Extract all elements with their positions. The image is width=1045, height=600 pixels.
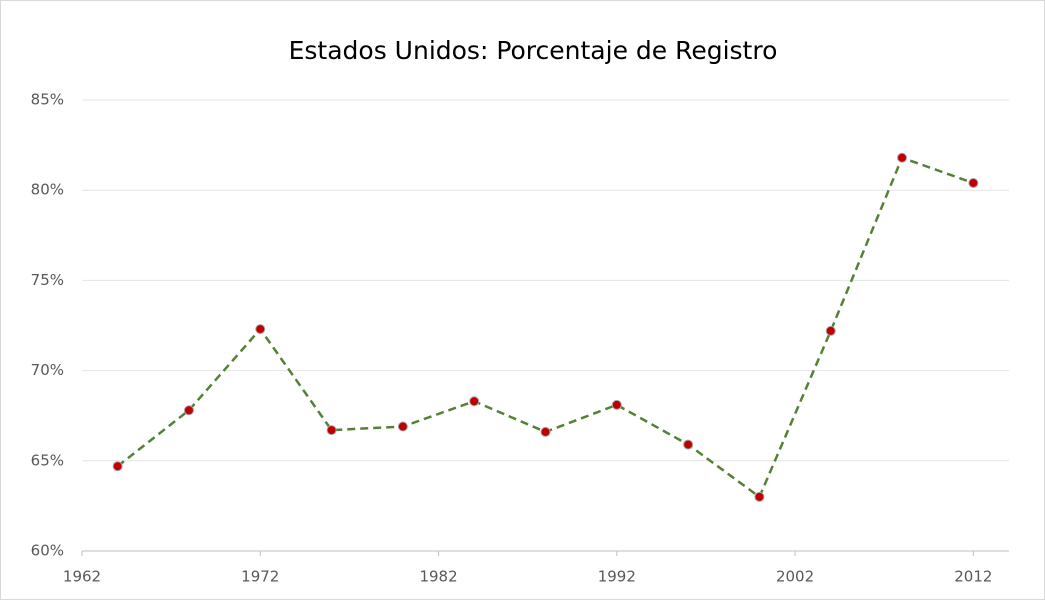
x-tick-label: 1982 — [419, 568, 457, 586]
point-marker — [968, 177, 979, 188]
y-tick-label: 65% — [31, 451, 64, 469]
point-marker — [754, 491, 765, 502]
point-marker — [397, 421, 408, 432]
x-tick-label: 1972 — [241, 568, 279, 586]
chart-title: Estados Unidos: Porcentaje de Registro — [289, 36, 778, 65]
x-tick-label: 2012 — [954, 568, 992, 586]
y-tick-label: 85% — [31, 91, 64, 109]
y-tick-label: 75% — [31, 271, 64, 289]
point-marker — [897, 152, 908, 163]
point-marker — [683, 439, 694, 450]
point-marker — [825, 325, 836, 336]
x-tick-label: 2002 — [776, 568, 814, 586]
y-tick-label: 60% — [31, 542, 64, 560]
x-tick-label: 1962 — [63, 568, 101, 586]
x-tick-label: 1992 — [598, 568, 636, 586]
point-marker — [183, 405, 194, 416]
point-marker — [326, 425, 337, 436]
point-marker — [540, 426, 551, 437]
y-tick-label: 70% — [31, 361, 64, 379]
y-tick-label: 80% — [31, 181, 64, 199]
point-marker — [469, 396, 480, 407]
point-marker — [255, 324, 266, 335]
point-marker — [112, 461, 123, 472]
point-marker — [611, 399, 622, 410]
